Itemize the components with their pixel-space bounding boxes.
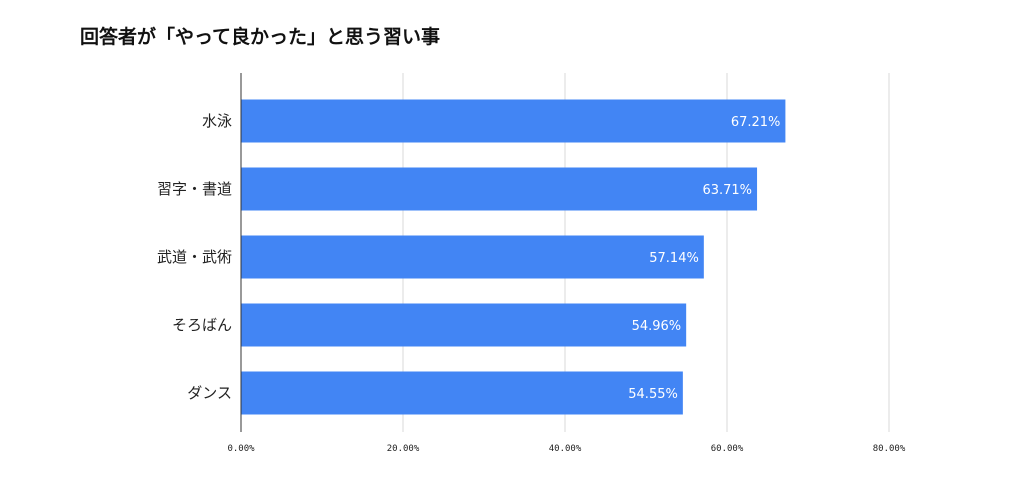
value-label: 67.21%	[731, 115, 781, 130]
x-tick-label: 60.00%	[711, 444, 744, 454]
bar	[241, 303, 687, 347]
x-tick-label: 0.00%	[227, 444, 255, 454]
bar	[241, 167, 758, 211]
bars	[241, 99, 786, 415]
value-label: 57.14%	[649, 251, 699, 266]
labels: 水泳 67.21% 習字・書道 63.71% 武道・武術 57.14% そろばん 54.96%…	[157, 112, 906, 454]
category-label: ダンス	[187, 384, 232, 402]
x-tick-label: 80.00%	[873, 444, 906, 454]
bar	[241, 235, 704, 279]
value-label: 54.55%	[628, 387, 678, 402]
chart-title: 回答者が「やって良かった」と思う習い事	[80, 26, 441, 48]
category-label: 武道・武術	[157, 248, 232, 266]
x-tick-label: 40.00%	[549, 444, 582, 454]
value-label: 63.71%	[702, 183, 752, 198]
category-label: 習字・書道	[157, 180, 232, 198]
category-label: そろばん	[172, 316, 232, 334]
category-label: 水泳	[202, 112, 232, 130]
bar	[241, 371, 683, 415]
bar	[241, 99, 786, 143]
x-tick-label: 20.00%	[387, 444, 420, 454]
value-label: 54.96%	[632, 319, 682, 334]
